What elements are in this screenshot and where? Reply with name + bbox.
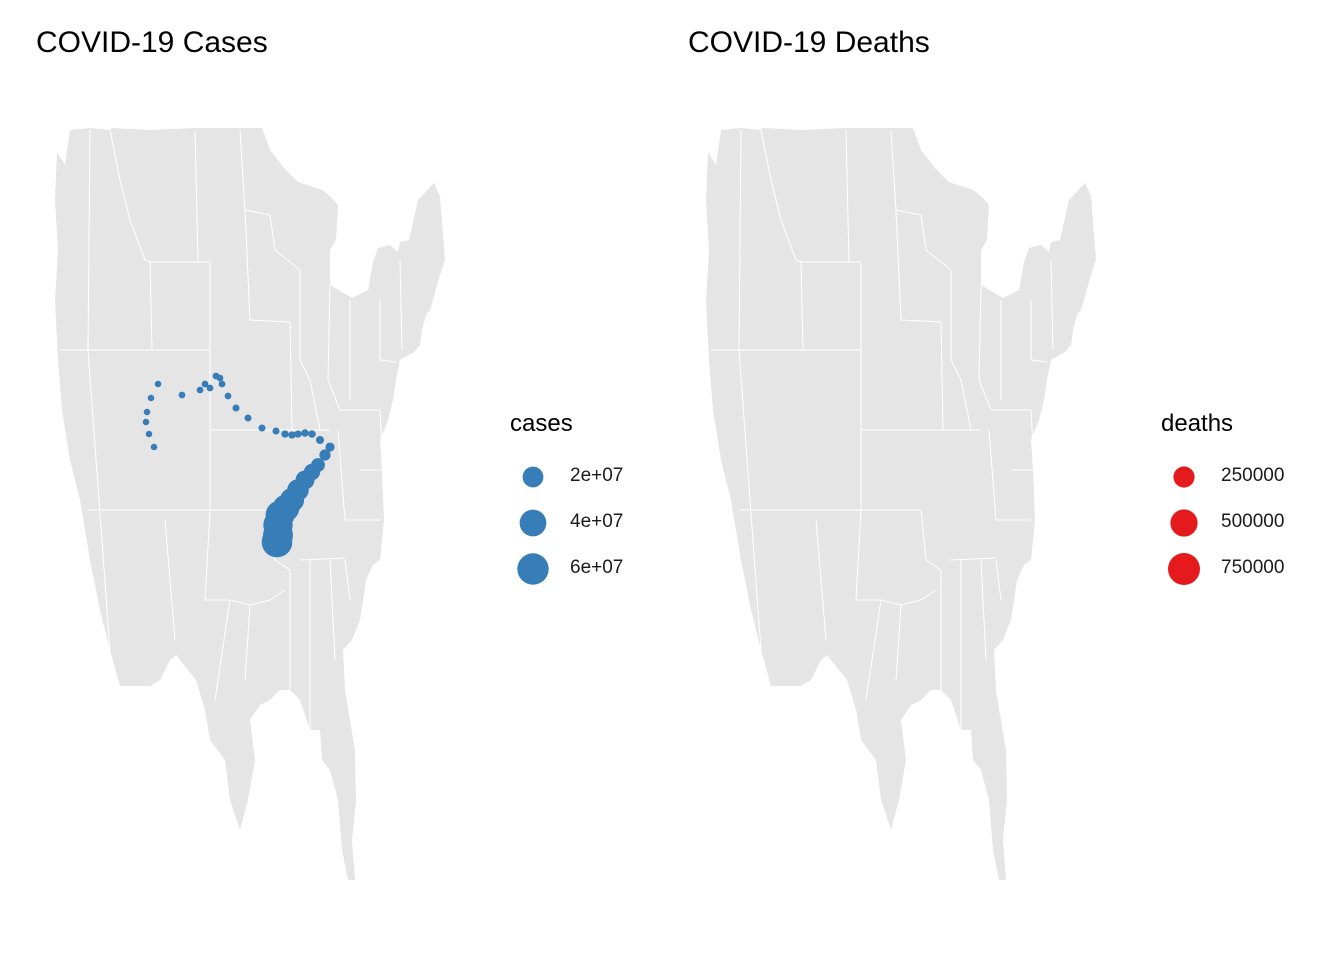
state-border: [87, 349, 111, 651]
state-border: [337, 429, 380, 521]
state-border: [950, 270, 972, 431]
cases-point: [142, 418, 150, 426]
cases-point: [218, 380, 226, 388]
cases-point: [201, 380, 209, 388]
deaths-legend-label: 250000: [1221, 465, 1285, 486]
deaths-legend-item: 500000: [1161, 500, 1321, 546]
cases-legend-item: 4e+07: [510, 500, 670, 546]
state-border: [329, 559, 336, 661]
state-border: [194, 129, 199, 263]
state-border: [244, 209, 291, 323]
state-border: [379, 409, 384, 471]
cases-legend-title: cases: [510, 410, 573, 437]
state-border: [920, 509, 942, 571]
state-border: [379, 300, 397, 363]
state-border: [950, 557, 997, 561]
cases-point: [325, 442, 335, 452]
state-border: [895, 604, 902, 681]
deaths-legend-item: 750000: [1161, 546, 1321, 592]
deaths-legend-key: [1170, 509, 1198, 537]
cases-point: [258, 424, 266, 432]
state-border: [895, 209, 942, 323]
cases-legend-label: 4e+07: [570, 511, 624, 532]
state-border: [980, 559, 987, 661]
cases-point: [301, 429, 309, 437]
deaths-legend-key: [1173, 466, 1195, 488]
deaths-map: [706, 128, 1096, 880]
cases-point: [143, 408, 151, 416]
state-border: [738, 129, 742, 351]
state-border: [855, 509, 937, 606]
state-border: [738, 349, 762, 651]
state-border: [87, 129, 91, 351]
deaths-legend-label: 500000: [1221, 511, 1285, 532]
cases-point: [281, 430, 289, 438]
cases-legend-key: [519, 509, 547, 537]
state-border: [1050, 259, 1054, 351]
state-border: [940, 321, 944, 431]
cases-point: [206, 384, 214, 392]
cases-point: [147, 394, 155, 402]
cases-legend-key: [517, 553, 549, 585]
cases-point: [244, 414, 252, 422]
state-borders: [711, 129, 1054, 730]
state-border: [299, 270, 321, 431]
cases-point: [196, 386, 204, 394]
state-border: [344, 559, 351, 601]
deaths-legend-label: 750000: [1221, 557, 1285, 578]
cases-point: [154, 380, 162, 388]
state-border: [1030, 409, 1035, 471]
state-border: [327, 284, 341, 411]
state-border: [109, 129, 153, 351]
cases-legend-label: 6e+07: [570, 557, 624, 578]
deaths-legend-title: deaths: [1161, 410, 1234, 437]
state-border: [815, 519, 827, 641]
cases-point: [272, 427, 280, 435]
state-border: [299, 557, 346, 561]
cases-point: [288, 431, 296, 439]
state-border: [865, 599, 882, 701]
us-land-shape: [55, 128, 445, 880]
cases-map: [55, 128, 445, 880]
cases-legend-item: 6e+07: [510, 546, 670, 592]
cases-point: [315, 435, 325, 445]
cases-point: [178, 391, 186, 399]
deaths-legend-key: [1168, 553, 1200, 585]
state-border: [244, 604, 251, 681]
cases-point: [224, 392, 232, 400]
state-border: [164, 519, 176, 641]
cases-legend-key: [522, 466, 544, 488]
us-land-shape: [706, 128, 1096, 880]
state-border: [845, 129, 850, 263]
cases-point: [294, 430, 302, 438]
cases-point: [261, 526, 293, 558]
state-borders: [60, 129, 403, 730]
state-border: [995, 559, 1002, 601]
cases-point: [319, 449, 331, 461]
state-border: [399, 259, 403, 351]
cases-legend-label: 2e+07: [570, 465, 624, 486]
deaths-map-panel: COVID-19 Deaths deaths 250000 500000 750…: [672, 0, 1344, 960]
state-border: [978, 284, 992, 411]
cases-point: [216, 374, 224, 382]
state-border: [988, 429, 1031, 521]
cases-point: [232, 404, 240, 412]
state-border: [214, 599, 231, 701]
cases-point: [308, 430, 316, 438]
state-border: [204, 509, 286, 606]
cases-legend-item: 2e+07: [510, 454, 670, 500]
state-border: [1030, 300, 1048, 363]
state-border: [269, 214, 301, 271]
cases-point: [150, 443, 158, 451]
cases-legend: cases 2e+07 4e+07 6e+07: [510, 410, 670, 592]
cases-point: [145, 430, 153, 438]
cases-title: COVID-19 Cases: [36, 26, 268, 59]
state-border: [289, 321, 293, 431]
state-border: [760, 129, 804, 351]
cases-map-panel: COVID-19 Cases cases 2e+07 4e+07 6e+07: [36, 26, 670, 880]
deaths-title: COVID-19 Deaths: [688, 26, 930, 59]
deaths-legend: deaths 250000 500000 750000: [1161, 410, 1321, 592]
state-border: [920, 214, 952, 271]
deaths-legend-item: 250000: [1161, 454, 1321, 500]
